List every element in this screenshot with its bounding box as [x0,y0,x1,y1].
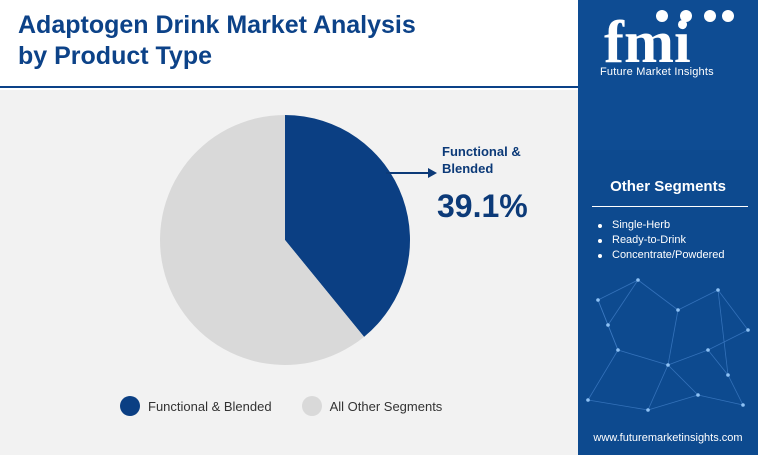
logo-area [578,0,758,150]
legend-label: All Other Segments [329,398,443,414]
segment-item: Concentrate/Powdered [598,248,725,263]
legend-swatch [120,396,140,416]
chart-title: Adaptogen Drink Market Analysis by Produ… [18,11,416,70]
sidebar-panel: fmi Future Market Insights Other Segment… [578,0,758,455]
pie-slice-all-other-segments [160,115,365,365]
segment-item: Single-Herb [598,218,725,233]
website-url: www.futuremarketinsights.com [593,432,743,444]
legend-item-functional-blended: Functional & Blended [120,396,272,416]
legend-item-other-segments: All Other Segments [301,396,443,416]
fmi-logo: fmi [604,9,734,75]
callout-label: Functional & Blended [442,144,521,176]
segments-divider [592,206,748,207]
network-graphic [586,278,750,412]
segment-item: Ready-to-Drink [598,233,725,248]
pie-slice-functional-blended [285,115,411,337]
title-divider [0,86,578,88]
callout-arrow [386,168,437,178]
legend-swatch [301,396,322,416]
logo-wordmark: fmi [604,9,691,75]
legend-label: Functional & Blended [148,398,272,414]
chart-legend: Functional & Blended All Other Segments [120,396,472,416]
segments-list: Single-Herb Ready-to-Drink Concentrate/P… [598,218,725,263]
pie-chart [160,115,437,365]
callout-value: 39.1% [437,188,528,224]
logo-tagline: Future Market Insights [600,66,714,78]
chart-panel: Adaptogen Drink Market Analysis by Produ… [0,11,578,455]
segments-title: Other Segments [610,178,726,195]
